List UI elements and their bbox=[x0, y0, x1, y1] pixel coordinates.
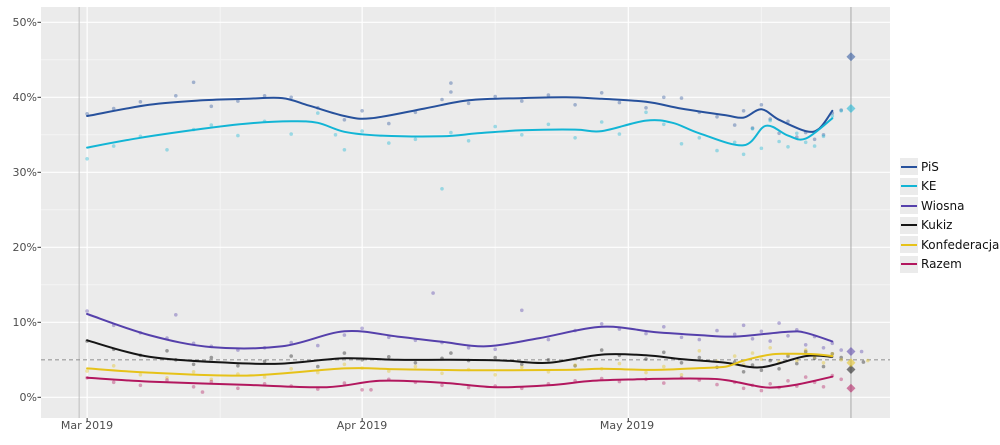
x-tick-label-may: May 2019 bbox=[599, 419, 655, 432]
legend-label: KE bbox=[921, 179, 937, 194]
x-tick-label-mar: Mar 2019 bbox=[60, 419, 114, 432]
legend-key-swatch bbox=[900, 255, 918, 273]
legend-label: Razem bbox=[921, 257, 962, 272]
y-tick-label-50: 50% bbox=[12, 16, 37, 29]
legend-key-swatch bbox=[900, 177, 918, 195]
y-tick-label-10: 10% bbox=[12, 316, 37, 329]
legend-label: Kukiz bbox=[921, 218, 953, 233]
legend-key-swatch bbox=[900, 216, 918, 234]
chart-legend: PiS KE Wiosna Kukiz Konfederacja Razem bbox=[900, 158, 999, 273]
x-tick-label-apr: Apr 2019 bbox=[336, 419, 388, 432]
legend-item-razem: Razem bbox=[900, 255, 999, 274]
legend-key-swatch bbox=[900, 158, 918, 176]
legend-label: Konfederacja bbox=[921, 237, 1000, 252]
legend-item-kukiz: Kukiz bbox=[900, 216, 999, 235]
legend-key-swatch bbox=[900, 236, 918, 254]
legend-item-pis: PiS bbox=[900, 158, 999, 176]
legend-item-konfederacja: Konfederacja bbox=[900, 236, 999, 254]
legend-item-ke: KE bbox=[900, 177, 999, 196]
legend-label: Wiosna bbox=[921, 198, 965, 213]
legend-key-swatch bbox=[900, 197, 918, 215]
y-tick-label-30: 30% bbox=[12, 166, 37, 179]
y-tick-label-0: 0% bbox=[19, 391, 37, 404]
legend-label: PiS bbox=[921, 159, 939, 174]
y-tick-label-40: 40% bbox=[12, 91, 37, 104]
y-tick-label-20: 20% bbox=[12, 241, 37, 254]
legend-item-wiosna: Wiosna bbox=[900, 197, 999, 215]
